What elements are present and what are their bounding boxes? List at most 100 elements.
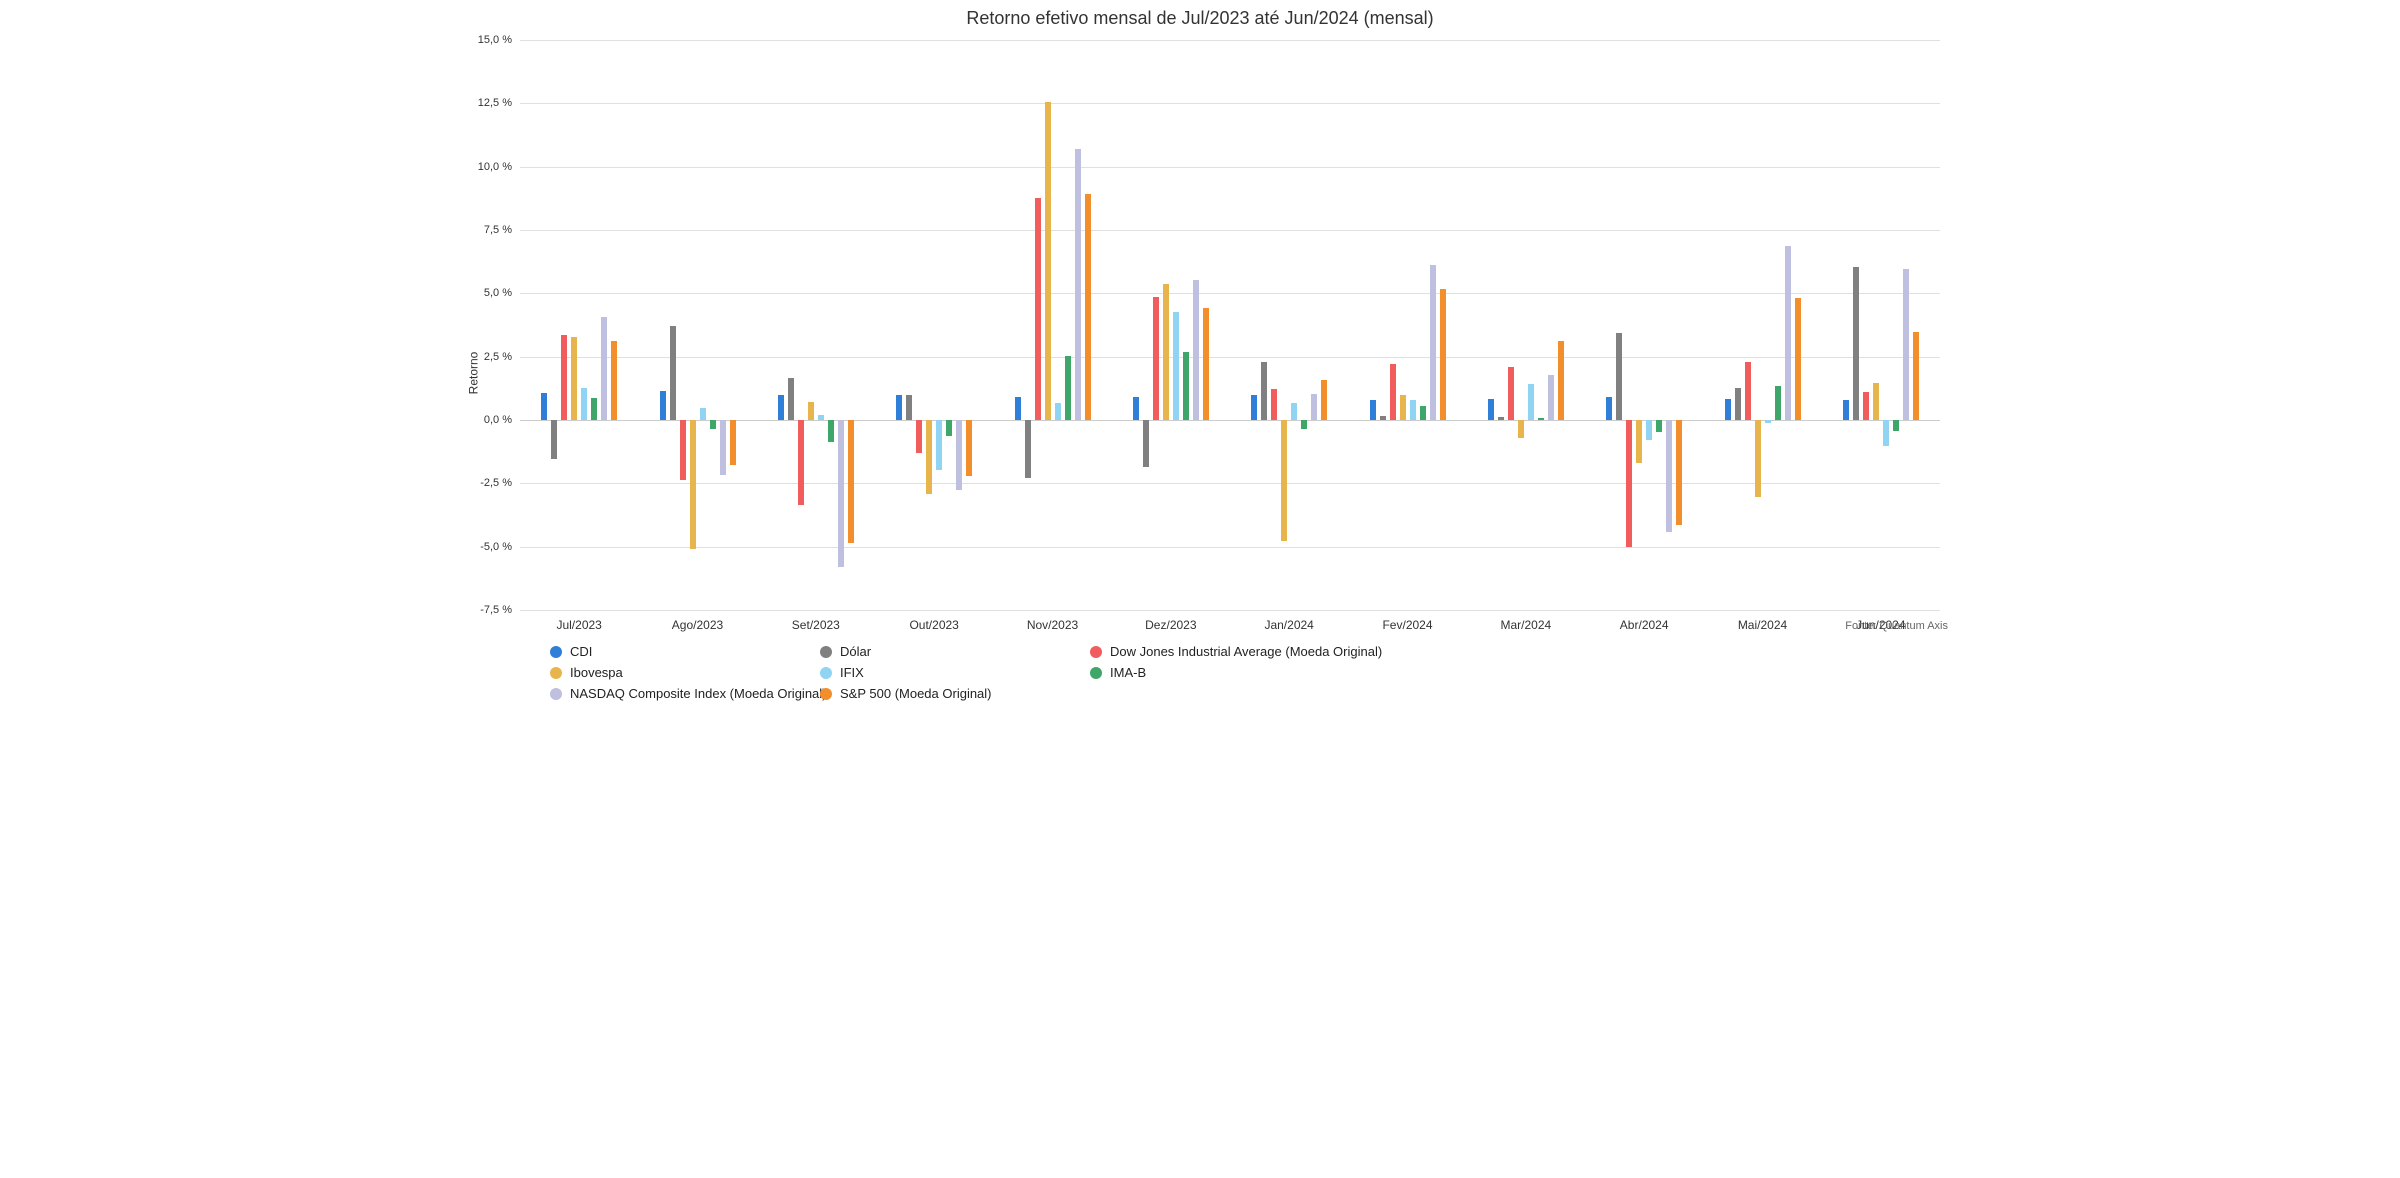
bar [541, 393, 547, 420]
grid-line [520, 610, 1940, 611]
bar [818, 415, 824, 420]
y-tick-label: 2,5 % [452, 351, 512, 363]
legend-item[interactable]: CDI [550, 644, 820, 659]
legend-item[interactable]: NASDAQ Composite Index (Moeda Original) [550, 686, 820, 701]
legend-swatch [820, 667, 832, 679]
bar [906, 395, 912, 420]
bar [1163, 284, 1169, 420]
bar [1863, 392, 1869, 420]
bar [1735, 388, 1741, 420]
bar [1075, 149, 1081, 420]
bar [1626, 420, 1632, 547]
bar [1301, 420, 1307, 429]
y-tick-label: 0,0 % [452, 414, 512, 426]
legend-item[interactable]: Ibovespa [550, 665, 820, 680]
legend-swatch [550, 688, 562, 700]
bar [1153, 297, 1159, 420]
bar [798, 420, 804, 505]
bar [1440, 289, 1446, 420]
legend-item[interactable]: Dólar [820, 644, 1090, 659]
chart-container: Retorno efetivo mensal de Jul/2023 até J… [440, 0, 1960, 746]
x-tick-label: Ago/2023 [672, 618, 723, 632]
grid-line [520, 40, 1940, 41]
bar [1518, 420, 1524, 438]
bar [1508, 367, 1514, 420]
bar [1173, 312, 1179, 420]
y-tick-label: 10,0 % [452, 161, 512, 173]
x-tick-label: Jan/2024 [1264, 618, 1313, 632]
grid-line [520, 357, 1940, 358]
bar [1745, 362, 1751, 420]
legend-label: Dow Jones Industrial Average (Moeda Orig… [1110, 644, 1382, 659]
bar [1370, 400, 1376, 420]
bar [720, 420, 726, 475]
chart-title: Retorno efetivo mensal de Jul/2023 até J… [440, 0, 1960, 33]
x-tick-label: Abr/2024 [1620, 618, 1669, 632]
bar [1321, 380, 1327, 420]
legend-label: IMA-B [1110, 665, 1146, 680]
x-tick-label: Nov/2023 [1027, 618, 1078, 632]
bar [956, 420, 962, 490]
bar [551, 420, 557, 459]
bar [1795, 298, 1801, 420]
bar [561, 335, 567, 420]
bar [946, 420, 952, 436]
bar [1785, 246, 1791, 420]
bar [1538, 418, 1544, 420]
bar [1666, 420, 1672, 532]
legend-item[interactable]: IMA-B [1090, 665, 1610, 680]
bar [1755, 420, 1761, 497]
y-tick-label: 5,0 % [452, 287, 512, 299]
bar [1085, 194, 1091, 420]
grid-line [520, 483, 1940, 484]
legend-item[interactable]: S&P 500 (Moeda Original) [820, 686, 1090, 701]
x-tick-label: Mar/2024 [1500, 618, 1551, 632]
bar [1430, 265, 1436, 420]
x-tick-label: Fev/2024 [1382, 618, 1432, 632]
bar [1055, 403, 1061, 420]
bar [1616, 333, 1622, 420]
bar [1528, 384, 1534, 420]
grid-line [520, 293, 1940, 294]
legend-label: Dólar [840, 644, 871, 659]
bar [1410, 400, 1416, 420]
bar [828, 420, 834, 442]
bar [1636, 420, 1642, 463]
bar [1291, 403, 1297, 420]
bar [1045, 102, 1051, 420]
bar [1548, 375, 1554, 420]
bar [571, 337, 577, 420]
legend-label: Ibovespa [570, 665, 623, 680]
x-tick-label: Out/2023 [909, 618, 958, 632]
bar [1420, 406, 1426, 420]
legend-item[interactable]: IFIX [820, 665, 1090, 680]
bar [1065, 356, 1071, 420]
bar [1775, 386, 1781, 420]
bar [1193, 280, 1199, 420]
y-tick-label: -2,5 % [452, 477, 512, 489]
bar [730, 420, 736, 465]
y-tick-label: -5,0 % [452, 541, 512, 553]
bar [690, 420, 696, 549]
bar [1311, 394, 1317, 420]
bar [1656, 420, 1662, 432]
legend-swatch [1090, 667, 1102, 679]
bar [778, 395, 784, 420]
bar [1143, 420, 1149, 467]
bar [916, 420, 922, 453]
chart-footer: Fonte: Quantum Axis [1845, 620, 1948, 632]
bar [710, 420, 716, 429]
legend-swatch [820, 646, 832, 658]
x-tick-label: Dez/2023 [1145, 618, 1196, 632]
bar [1903, 269, 1909, 420]
y-tick-label: -7,5 % [452, 604, 512, 616]
legend-item[interactable]: Dow Jones Industrial Average (Moeda Orig… [1090, 644, 1610, 659]
legend-swatch [820, 688, 832, 700]
bar [1606, 397, 1612, 420]
bar [601, 317, 607, 420]
bar [591, 398, 597, 420]
bar [1646, 420, 1652, 440]
bar [611, 341, 617, 420]
bar [1271, 389, 1277, 420]
bar [1725, 399, 1731, 420]
